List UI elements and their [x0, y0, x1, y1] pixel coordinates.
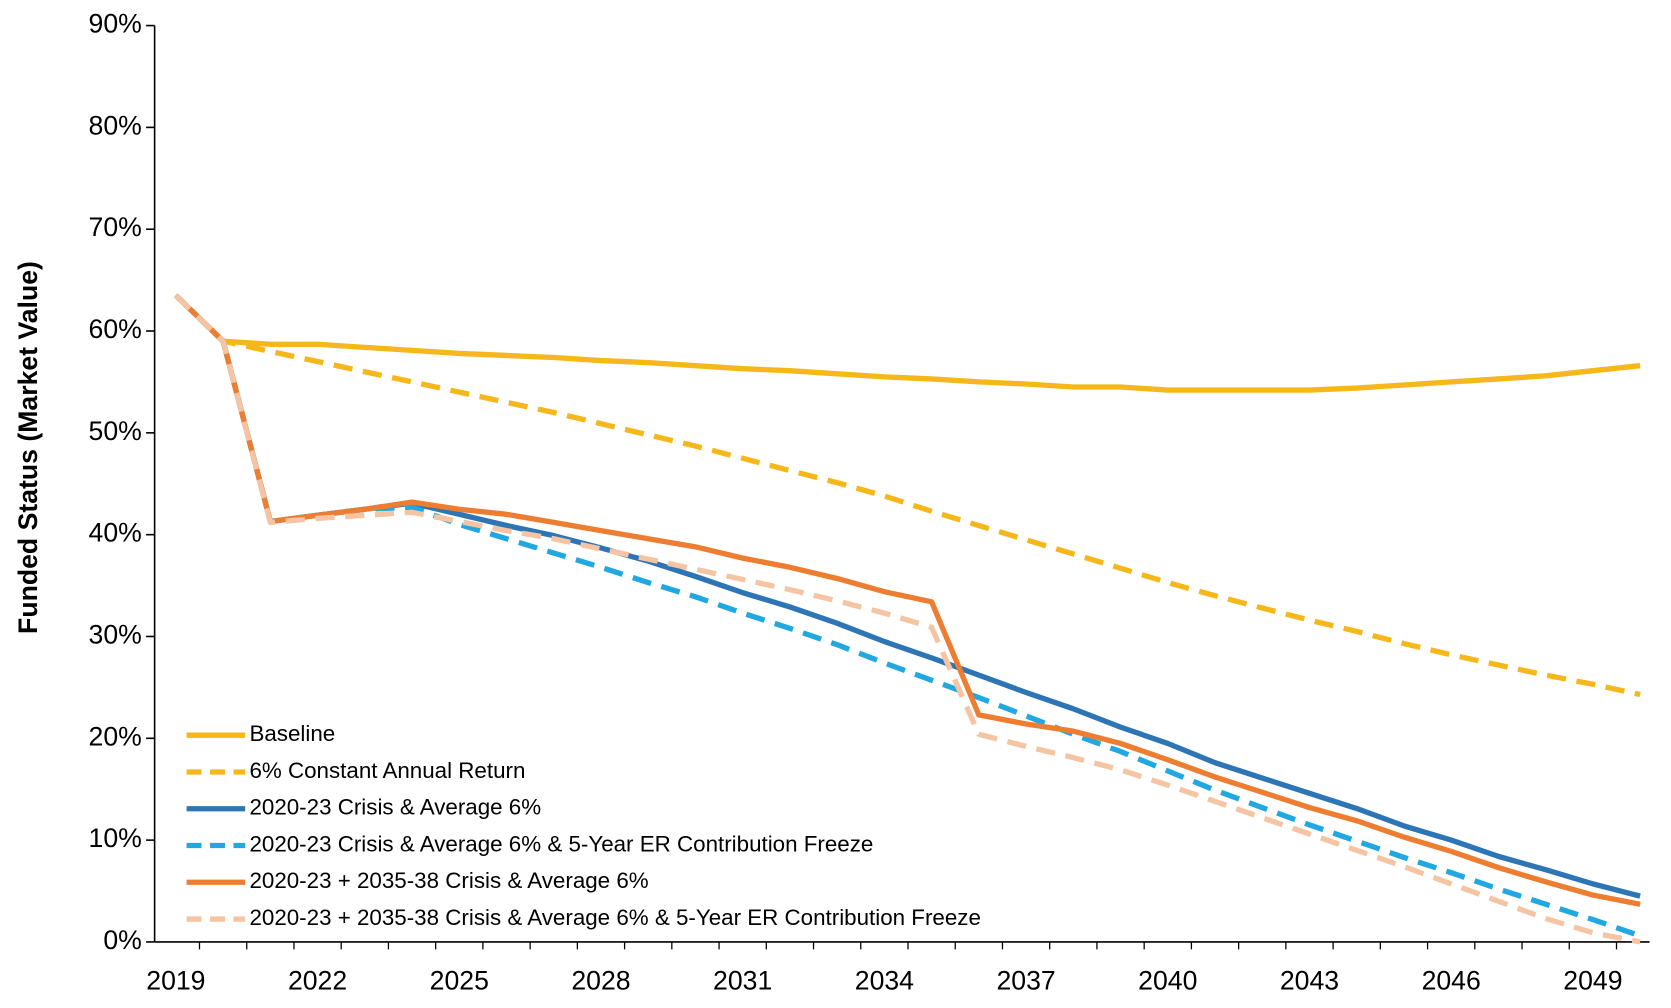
- x-tick-label: 2019: [146, 965, 205, 995]
- x-tick-label: 2022: [288, 965, 347, 995]
- series-line: [173, 293, 1641, 907]
- y-tick-label: 20%: [89, 721, 142, 751]
- x-tick-label: 2049: [1563, 965, 1622, 995]
- x-tick-label: 2037: [996, 965, 1055, 995]
- legend-label: 2020-23 Crisis & Average 6%: [249, 795, 541, 820]
- x-tick-label: 2043: [1280, 965, 1339, 995]
- y-tick-label: 0%: [103, 925, 141, 955]
- legend-label: Baseline: [249, 721, 335, 746]
- legend-label: 6% Constant Annual Return: [249, 758, 525, 783]
- legend-label: 2020-23 + 2035-38 Crisis & Average 6%: [249, 868, 648, 893]
- y-tick-label: 90%: [89, 9, 142, 39]
- x-tick-label: 2031: [713, 965, 772, 995]
- y-tick-label: 40%: [89, 518, 142, 548]
- y-tick-label: 10%: [89, 823, 142, 853]
- x-tick-label: 2028: [571, 965, 630, 995]
- x-tick-label: 2046: [1422, 965, 1481, 995]
- y-axis-label: Funded Status (Market Value): [13, 261, 43, 634]
- legend-label: 2020-23 + 2035-38 Crisis & Average 6% & …: [249, 905, 980, 930]
- y-tick-label: 30%: [89, 620, 142, 650]
- y-tick-label: 70%: [89, 212, 142, 242]
- x-tick-label: 2025: [430, 965, 489, 995]
- legend-label: 2020-23 Crisis & Average 6% & 5-Year ER …: [249, 831, 873, 856]
- series-line: [173, 293, 1641, 698]
- series-line: [173, 293, 1641, 939]
- y-tick-label: 60%: [89, 314, 142, 344]
- series-line: [173, 293, 1641, 945]
- x-tick-label: 2040: [1138, 965, 1197, 995]
- series-line: [173, 293, 1641, 393]
- y-tick-label: 80%: [89, 110, 142, 140]
- y-tick-label: 50%: [89, 416, 142, 446]
- x-tick-label: 2034: [855, 965, 914, 995]
